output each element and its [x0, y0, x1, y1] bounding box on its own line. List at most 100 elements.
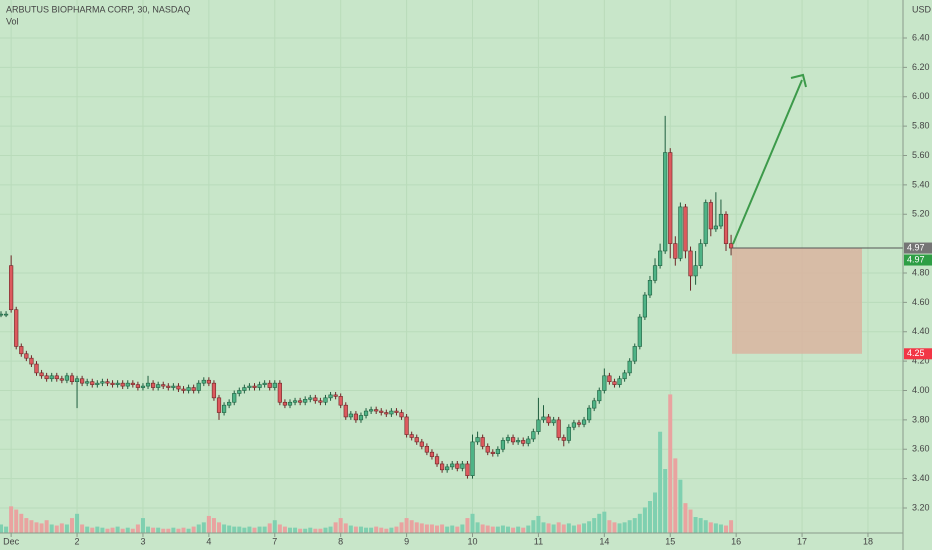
y-tick-label: 4.00 [912, 385, 930, 395]
x-tick-label: 10 [468, 536, 478, 546]
x-tick-label: 4 [206, 536, 211, 546]
volume-bar [262, 526, 267, 533]
volume-bar [556, 522, 561, 533]
volume-bar [85, 526, 90, 533]
candle-body [90, 381, 95, 385]
candle-body [201, 379, 206, 384]
candle-body [434, 456, 440, 465]
candle-body [673, 243, 678, 259]
candle-body [39, 372, 44, 377]
volume-bar [130, 528, 135, 533]
volume-bar [222, 524, 227, 533]
candle-body [632, 346, 637, 362]
x-tick-label: 7 [272, 536, 277, 546]
candle-body [247, 385, 252, 388]
candle-body [485, 446, 490, 453]
volume-bar [384, 528, 389, 533]
volume-bar [617, 523, 622, 533]
candle-body [561, 437, 566, 441]
volume-bar [490, 526, 495, 533]
volume-bar [217, 522, 222, 533]
candle-body [419, 441, 424, 447]
x-tick-label: 3 [140, 536, 145, 546]
candle-body [115, 382, 120, 385]
volume-bar [303, 528, 308, 533]
x-tick-label: 18 [863, 536, 873, 546]
candle-body [642, 294, 647, 318]
volume-bar [546, 523, 551, 533]
volume-bar [516, 526, 521, 533]
candle-body [145, 382, 151, 387]
volume-bar [587, 521, 592, 533]
candle-body [374, 409, 379, 412]
volume-bar [39, 523, 44, 533]
volume-bar [708, 522, 713, 533]
candle-body [536, 419, 541, 432]
volume-bar [612, 522, 617, 533]
volume-bar [551, 524, 556, 533]
candle-body [587, 407, 592, 421]
volume-bar [470, 513, 475, 533]
candle-body [140, 385, 146, 388]
x-tick-label: 11 [534, 536, 543, 546]
volume-bar [688, 509, 693, 533]
candle-body [708, 202, 713, 230]
candle-body [323, 397, 328, 403]
candle-body [581, 419, 587, 425]
volume-bar [64, 524, 69, 533]
candle-body [617, 378, 622, 385]
candle-body [668, 152, 673, 244]
candle-body [592, 400, 597, 409]
candle-body [54, 375, 59, 380]
volume-bar [348, 525, 353, 533]
arrow-head [790, 73, 807, 88]
candle-body [409, 434, 414, 438]
candle-body [566, 426, 571, 441]
volume-bar [435, 525, 440, 533]
overlay-layer [732, 247, 903, 354]
volume-bar [125, 527, 130, 533]
volume-bar [196, 524, 201, 533]
candle-body [221, 404, 227, 413]
volume-bar [693, 517, 698, 533]
y-tick-label: 4.60 [912, 297, 930, 307]
volume-bar [480, 524, 485, 533]
candle-body [723, 213, 729, 244]
volume-bar [536, 515, 541, 533]
candle-body [3, 313, 9, 316]
volume-bar [49, 524, 54, 533]
volume-bar [713, 523, 718, 533]
volume-bar [531, 520, 536, 533]
candle-body [105, 381, 110, 384]
candle-body [237, 390, 242, 394]
volume-bar [323, 527, 328, 533]
candle-body [333, 394, 338, 397]
volume-bar [678, 479, 683, 533]
volume-bar [14, 509, 19, 533]
volume-bar [653, 492, 658, 533]
candle-body [404, 416, 409, 435]
candle-body [698, 243, 703, 266]
candle-body [693, 265, 698, 277]
candle-body [470, 441, 475, 476]
price-tag-label: 4.25 [907, 348, 925, 358]
candle-body [369, 409, 374, 412]
candle-body [171, 385, 176, 388]
volume-bar [511, 527, 516, 533]
y-tick-label: 4.80 [912, 267, 930, 277]
y-tick-label: 3.80 [912, 414, 930, 424]
volume-bar [237, 526, 242, 533]
candle-body [181, 388, 186, 391]
candle-body [399, 412, 404, 418]
candle-body [495, 448, 500, 454]
volume-bar [673, 458, 678, 533]
candle-body [282, 401, 288, 406]
volume-bar [59, 523, 64, 533]
volume-bar [110, 527, 115, 533]
candle-body [683, 206, 688, 252]
volume-bar [465, 518, 470, 533]
volume-bar [724, 525, 729, 533]
candle-body [176, 385, 181, 390]
y-tick-label: 5.20 [912, 209, 930, 219]
